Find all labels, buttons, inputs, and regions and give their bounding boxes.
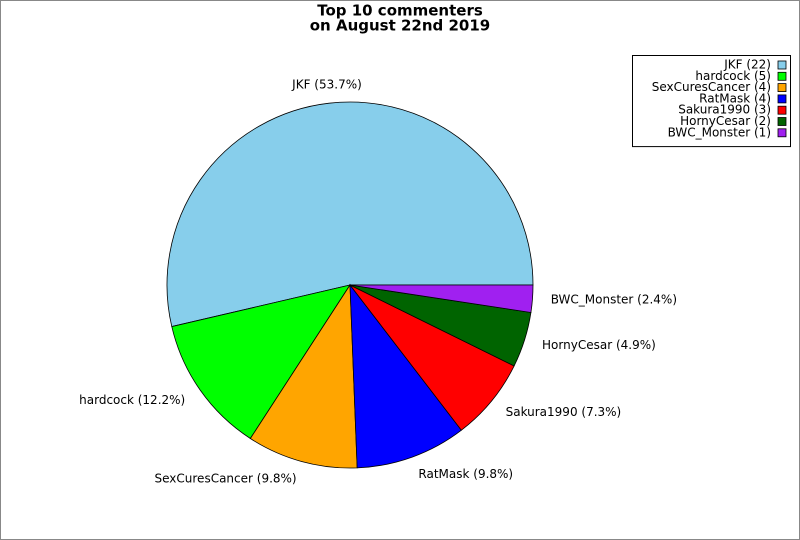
pie-slice bbox=[349, 283, 462, 469]
legend-label: hardcock (5) bbox=[695, 69, 771, 83]
chart-title: on August 22nd 2019 bbox=[310, 17, 491, 35]
slice-label: RatMask (9.8%) bbox=[418, 467, 513, 481]
legend-swatch bbox=[777, 83, 787, 92]
legend-label: Sakura1990 (3) bbox=[678, 103, 771, 117]
chart-title: Top 10 commenters bbox=[317, 2, 483, 20]
legend-swatch bbox=[777, 117, 787, 126]
slice-label: hardcock (12.2%) bbox=[79, 393, 185, 407]
legend-swatch bbox=[777, 105, 787, 115]
pie-slice bbox=[171, 284, 351, 440]
legend-label: SexCuresCancer (4) bbox=[652, 80, 771, 94]
legend-swatch bbox=[777, 71, 787, 81]
legend-swatch bbox=[777, 60, 787, 70]
legend-swatch bbox=[777, 128, 787, 138]
legend-box bbox=[632, 55, 791, 148]
legend-swatch bbox=[777, 94, 787, 104]
legend-label: HornyCesar (2) bbox=[680, 114, 771, 128]
legend-label: BWC_Monster (1) bbox=[668, 125, 771, 139]
slice-label: HornyCesar (4.9%) bbox=[542, 338, 656, 352]
slice-label: SexCuresCancer (9.8%) bbox=[155, 472, 297, 486]
slice-label: BWC_Monster (2.4%) bbox=[551, 293, 677, 307]
legend-label: JKF (22) bbox=[723, 58, 771, 72]
slice-label: Sakura1990 (7.3%) bbox=[506, 405, 622, 419]
pie-slice bbox=[349, 284, 534, 313]
pie-slice bbox=[249, 283, 358, 469]
legend-label: RatMask (4) bbox=[699, 91, 771, 105]
slice-label: JKF (53.7%) bbox=[291, 78, 362, 92]
pie-slice bbox=[166, 101, 534, 328]
